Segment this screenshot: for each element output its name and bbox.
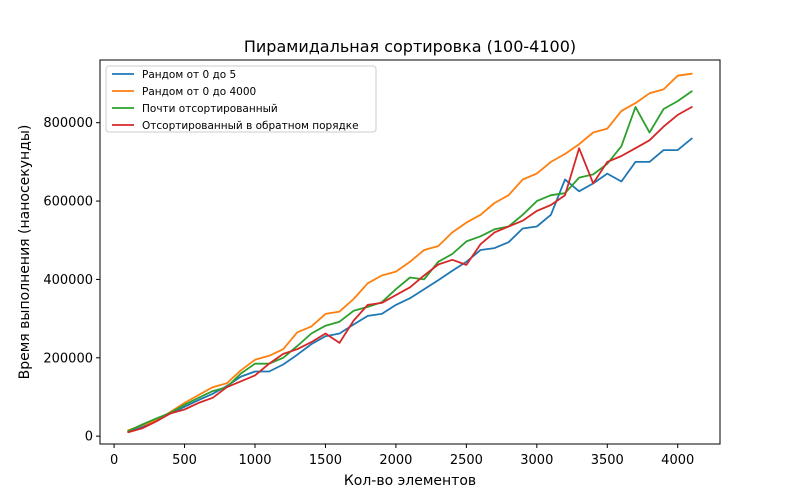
- series-line-2: [127, 90, 693, 433]
- legend-label-2: Почти отсортированный: [142, 103, 278, 115]
- y-tick-label: 200000: [43, 351, 93, 366]
- x-tick-label: 0: [110, 453, 118, 468]
- x-tick-label: 3000: [520, 453, 553, 468]
- legend-label-3: Отсортированный в обратном порядке: [142, 120, 359, 132]
- legend-label-0: Рандом от 0 до 5: [142, 69, 236, 81]
- y-axis-ticks: 0 200000 400000 600000 800000: [43, 116, 100, 445]
- x-tick-label: 500: [172, 453, 197, 468]
- legend-label-1: Рандом от 0 до 4000: [142, 86, 256, 98]
- series-lines: [127, 72, 693, 434]
- y-tick-label: 600000: [43, 195, 93, 210]
- legend-frame: [105, 65, 377, 133]
- x-tick-label: 4000: [661, 453, 694, 468]
- x-tick-label: 2500: [450, 453, 483, 468]
- x-tick-label: 1500: [309, 453, 342, 468]
- x-axis-ticks: 0 500 1000 1500 2000 2500 3000 3500 4000: [110, 444, 694, 468]
- y-tick-label: 400000: [43, 273, 93, 288]
- x-tick-label: 3500: [591, 453, 624, 468]
- chart-title: Пирамидальная сортировка (100-4100): [244, 37, 576, 56]
- x-tick-label: 2000: [379, 453, 412, 468]
- series-line-3: [127, 106, 693, 434]
- y-tick-label: 800000: [43, 116, 93, 131]
- x-axis-title: Кол-во элементов: [344, 473, 476, 489]
- y-tick-label: 0: [85, 430, 93, 445]
- legend: Рандом от 0 до 5 Рандом от 0 до 4000 Почти…: [105, 65, 377, 133]
- plot-area-frame: [99, 59, 721, 445]
- x-tick-label: 1000: [238, 453, 271, 468]
- y-axis-title: Время выполнения (наносекунды): [17, 125, 33, 380]
- series-line-1: [127, 72, 693, 432]
